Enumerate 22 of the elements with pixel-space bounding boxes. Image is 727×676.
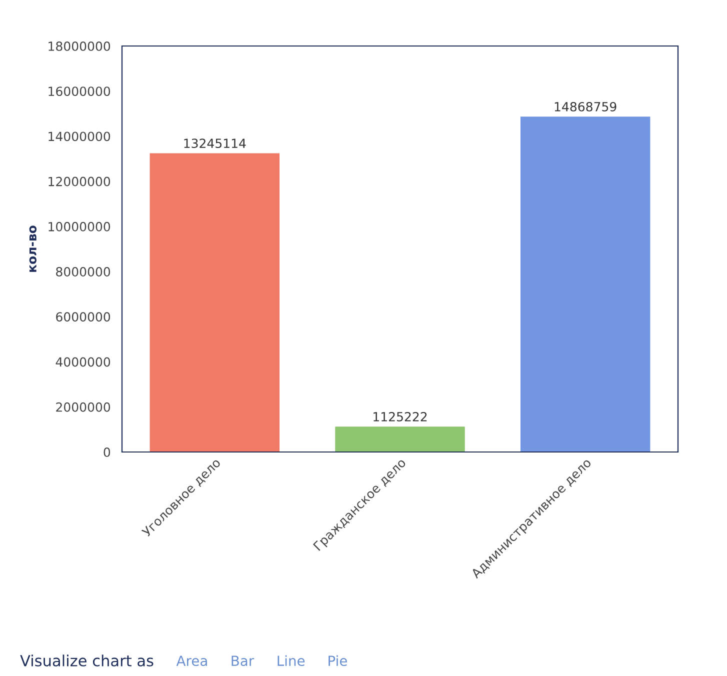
data-label: 13245114 bbox=[184, 138, 246, 148]
y-tick-label: 14000000 bbox=[48, 132, 110, 142]
y-tick-label: 12000000 bbox=[48, 176, 110, 186]
data-label: 14868759 bbox=[554, 102, 616, 112]
bar bbox=[520, 116, 650, 452]
y-tick-label: 4000000 bbox=[56, 357, 110, 367]
text: Line bbox=[278, 655, 305, 666]
y-axis-title: кол-во bbox=[29, 226, 37, 272]
y-tick-label: 10000000 bbox=[48, 222, 110, 232]
y-tick-label: 6000000 bbox=[56, 312, 110, 322]
bar bbox=[335, 426, 465, 452]
bar bbox=[150, 153, 280, 452]
y-tick-label: 16000000 bbox=[48, 86, 110, 96]
y-tick-label: 0 bbox=[104, 447, 110, 457]
text: Pie bbox=[328, 655, 347, 666]
y-tick-label: 18000000 bbox=[48, 41, 110, 51]
text: Area bbox=[176, 656, 207, 666]
data-label: 1125222 bbox=[374, 412, 427, 422]
y-tick-label: 8000000 bbox=[56, 267, 110, 276]
text: Bar bbox=[232, 656, 254, 666]
y-tick-label: 2000000 bbox=[56, 402, 110, 412]
text: Visualize chart as bbox=[20, 654, 154, 666]
